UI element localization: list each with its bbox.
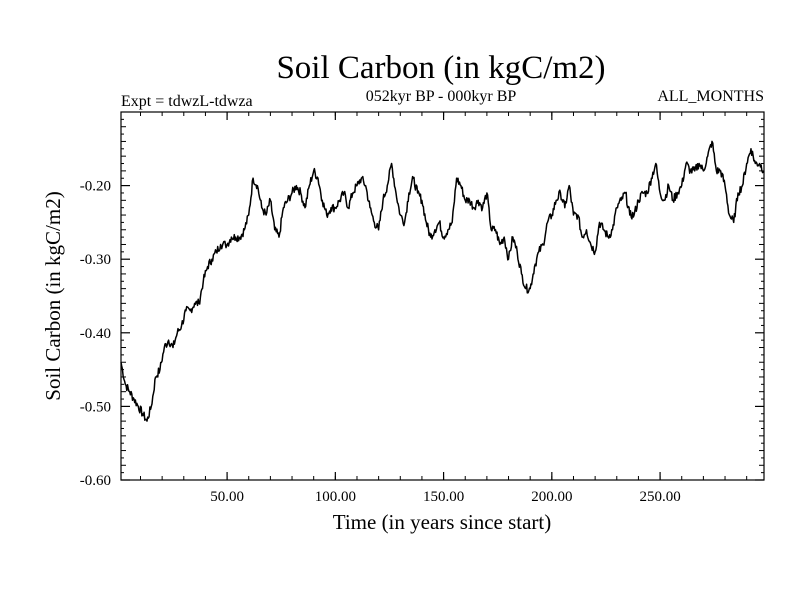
x-axis-label: Time (in years since start) (333, 510, 552, 534)
y-tick-label: -0.50 (80, 399, 111, 415)
minor-ticks (121, 112, 764, 480)
plot-frame (120, 111, 765, 481)
y-axis-ticks: -0.60 -0.50 -0.40 -0.30 -0.20 (80, 179, 764, 489)
y-tick-label: -0.60 (80, 473, 111, 489)
y-tick-label: -0.40 (80, 326, 111, 342)
chart-title: Soil Carbon (in kgC/m2) (276, 50, 605, 86)
soil-carbon-series-line (120, 140, 765, 422)
x-tick-label: 100.00 (315, 489, 356, 505)
y-tick-label: -0.30 (80, 252, 111, 268)
y-tick-label: -0.20 (80, 179, 111, 195)
series-layer (120, 140, 765, 422)
x-axis-ticks: 50.00 100.00 150.00 200.00 250.00 (210, 112, 681, 505)
x-tick-label: 200.00 (531, 489, 572, 505)
months-label: ALL_MONTHS (657, 88, 764, 105)
time-range-label: 052kyr BP - 000kyr BP (366, 88, 517, 105)
y-axis-label: Soil Carbon (in kgC/m2) (41, 191, 65, 400)
x-tick-label: 150.00 (423, 489, 464, 505)
x-tick-label: 250.00 (639, 489, 680, 505)
experiment-label: Expt = tdwzL-tdwza (121, 93, 253, 110)
x-tick-label: 50.00 (210, 489, 244, 505)
